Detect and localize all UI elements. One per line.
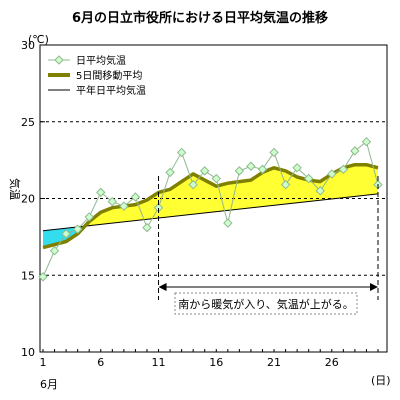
x-tick-label: 1	[40, 356, 47, 369]
annotation-arrow-head-left	[158, 283, 167, 291]
daily-temperature-point	[49, 245, 60, 256]
daily-temperature-point	[188, 179, 198, 190]
daily-temperature-point	[350, 146, 360, 156]
daily-temperature-point	[292, 163, 302, 173]
annotation-box	[174, 292, 358, 315]
daily-temperature-point	[234, 166, 245, 176]
daily-temperature-point	[315, 186, 325, 196]
daily-temperature-point	[61, 229, 71, 239]
legend-marker-daily	[54, 55, 64, 65]
daily-temperature-point	[327, 169, 337, 179]
legend-label-daily: 日平均気温	[76, 54, 126, 67]
daily-temperature-point	[257, 164, 268, 175]
annotation-arrow-head-right	[370, 283, 378, 291]
legend-label-normal: 平年日平均気温	[76, 84, 146, 97]
daily-temperature-point	[176, 147, 187, 158]
legend-label-ma: 5日間移動平均	[76, 69, 142, 82]
daily-temperature-point	[211, 173, 221, 184]
x-tick-label: 6	[97, 356, 104, 369]
daily-temperature-point	[165, 167, 175, 178]
moving-average-line	[42, 162, 379, 250]
daily-temperature-point	[96, 187, 106, 198]
daily-temperature-point	[84, 212, 94, 222]
daily-temperature-point	[280, 179, 291, 190]
x-tick-label: 21	[267, 356, 281, 369]
x-tick-label: 16	[209, 356, 223, 369]
daily-temperature-point	[142, 222, 152, 233]
y-unit-label: (℃)	[28, 33, 49, 46]
month-label: 6月	[40, 378, 58, 391]
y-tick-label: 20	[21, 193, 35, 206]
y-tick-label: 15	[21, 269, 35, 282]
daily-temperature-point	[38, 272, 48, 282]
daily-temperature-point	[223, 218, 233, 228]
daily-temperature-line	[42, 140, 379, 278]
daily-temperature-point	[303, 173, 314, 184]
annotation-text: 南から暖気が入り、気温が上がる。	[178, 297, 354, 311]
x-tick-label: 26	[325, 356, 339, 369]
daily-temperature-point	[130, 192, 141, 202]
daily-temperature-point	[338, 164, 349, 175]
normal-temperature-line	[42, 193, 379, 232]
daily-temperature-point	[200, 166, 210, 176]
x-tick-label: 11	[152, 356, 166, 369]
daily-temperature-point	[119, 201, 129, 211]
legend: 日平均気温 5日間移動平均 平年日平均気温	[45, 49, 160, 99]
daily-temperature-point	[107, 196, 118, 207]
y-tick-label: 25	[21, 116, 35, 129]
daily-temperature-point	[269, 147, 279, 158]
y-axis-label: 気温	[8, 178, 22, 200]
chart-title: 6月の日立市役所における日平均気温の推移	[72, 10, 328, 26]
daily-temperature-point	[361, 136, 372, 147]
y-tick-label: 30	[21, 39, 35, 52]
daily-temperature-point	[72, 224, 83, 234]
x-unit-label: (日)	[371, 374, 391, 387]
y-tick-label: 10	[21, 346, 35, 359]
daily-temperature-point	[246, 161, 256, 171]
